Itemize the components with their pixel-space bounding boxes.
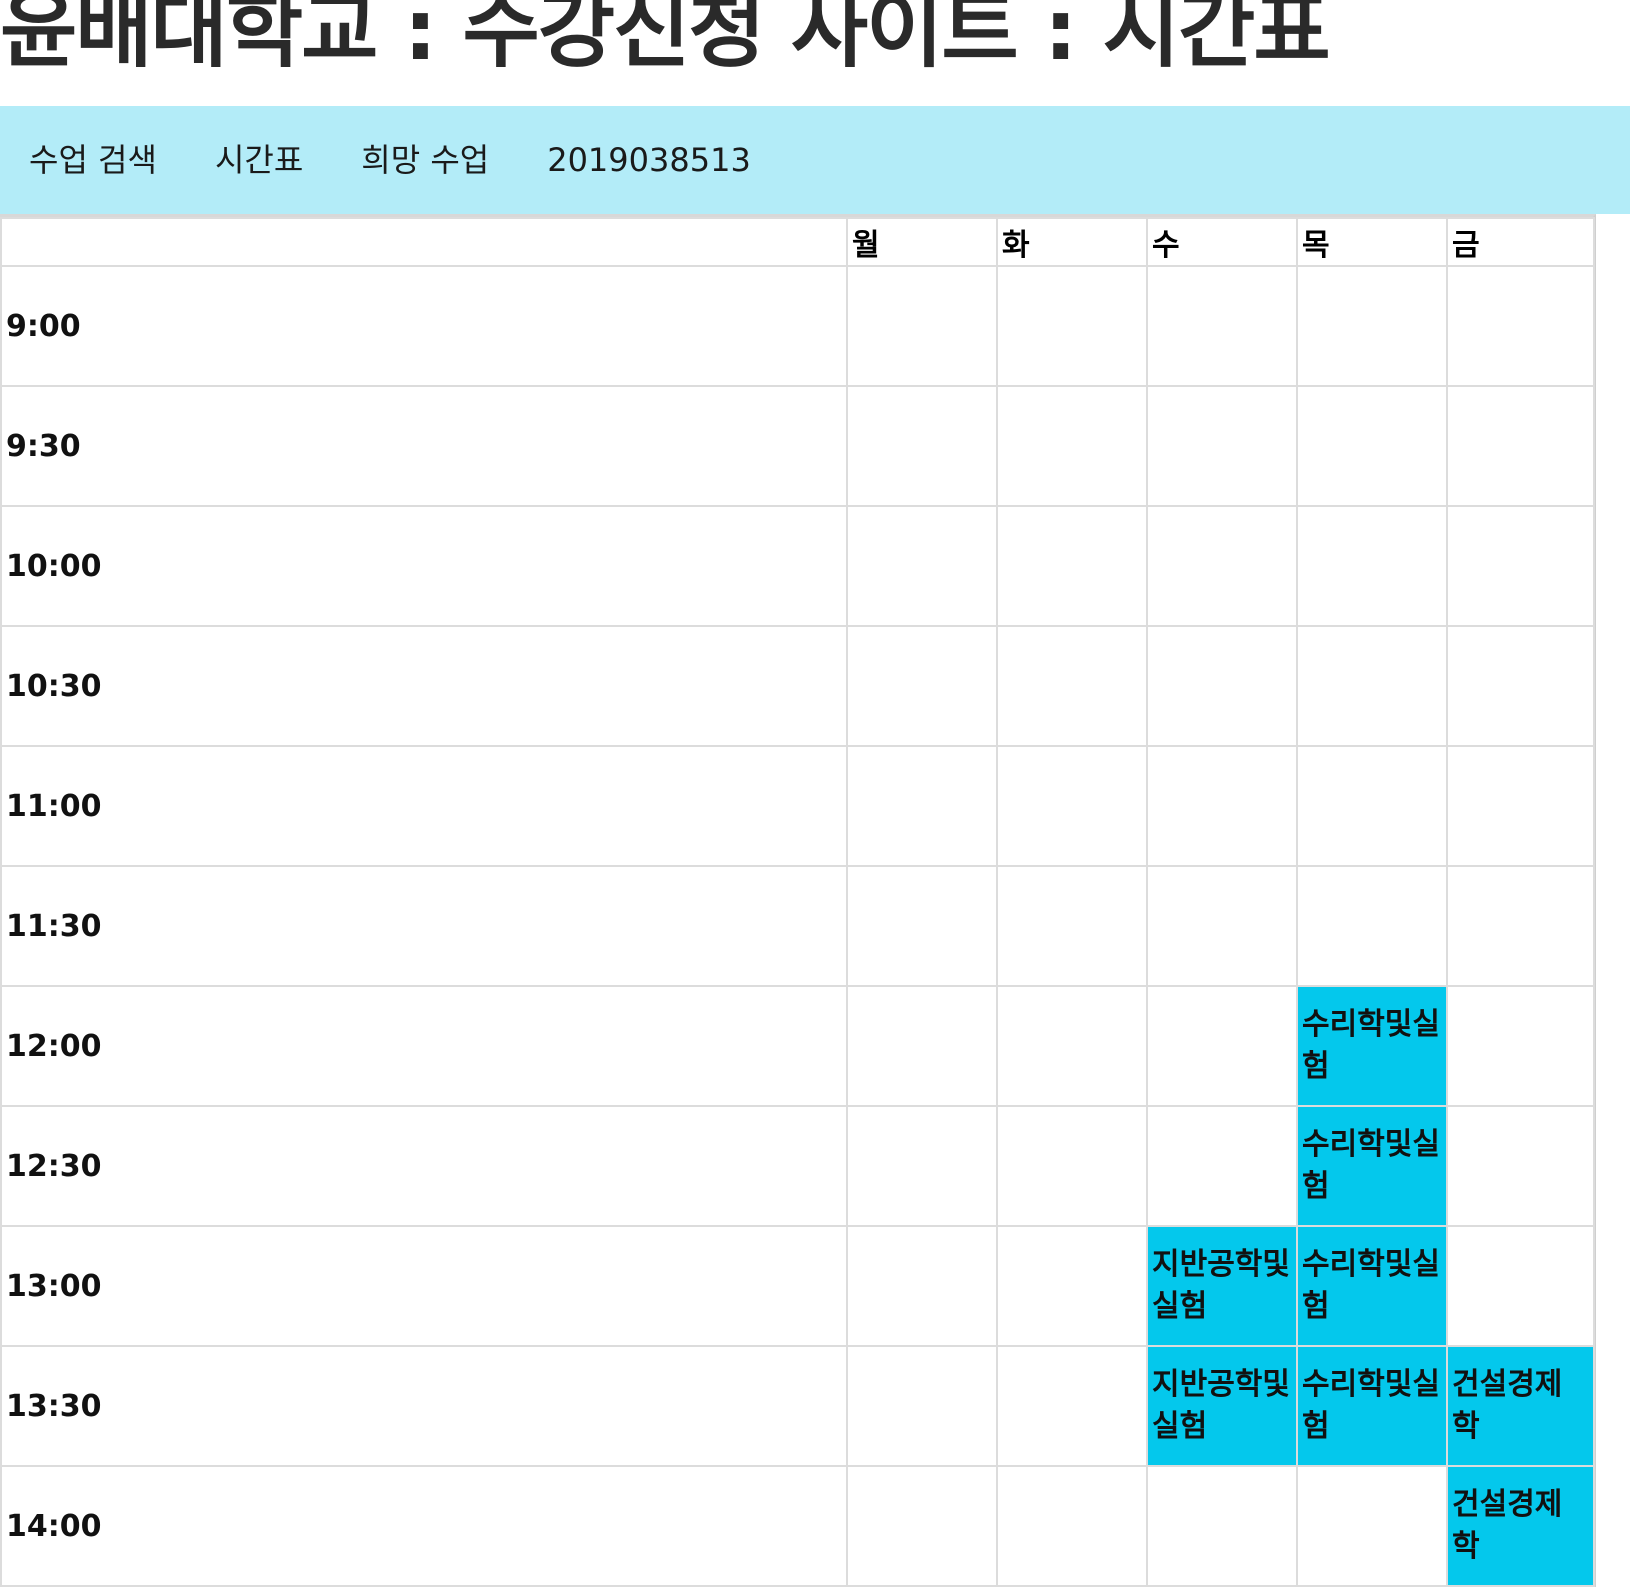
timetable-row: 11:30 [0,865,1595,987]
empty-slot-thu [1296,1465,1448,1587]
course-block-wed[interactable]: 지반공학및실험 [1146,1225,1298,1347]
empty-slot-fri [1446,745,1595,867]
empty-slot-wed [1146,265,1298,387]
course-block-thu[interactable]: 수리학및실험 [1296,1105,1448,1227]
empty-slot-tue [996,865,1148,987]
empty-slot-tue [996,1225,1148,1347]
day-header-wed: 수 [1146,217,1298,267]
timetable-row: 9:30 [0,385,1595,507]
empty-slot-mon [846,985,998,1107]
timetable: 월 화 수 목 금 9:00 9:30 10:00 10:30 11:00 11:30 12… [0,217,1595,1587]
empty-slot-mon [846,265,998,387]
empty-slot-tue [996,1105,1148,1227]
empty-slot-wed [1146,745,1298,867]
day-header-mon: 월 [846,217,998,267]
empty-slot-wed [1146,385,1298,507]
timetable-body: 9:00 9:30 10:00 10:30 11:00 11:30 12:00 수리학및실험 1… [0,265,1595,1587]
time-slot-label: 9:00 [0,265,848,387]
empty-slot-mon [846,1465,998,1587]
page-title: 윤배대학교 : 수강신청 사이트 : 시간표 [0,0,1331,79]
empty-slot-wed [1146,985,1298,1107]
timetable-container: 월 화 수 목 금 9:00 9:30 10:00 10:30 11:00 11:30 12… [0,214,1596,1587]
timetable-row: 14:00 건설경제학 [0,1465,1595,1587]
time-slot-label: 10:30 [0,625,848,747]
empty-slot-wed [1146,1465,1298,1587]
timetable-row: 11:00 [0,745,1595,867]
course-block-thu[interactable]: 수리학및실험 [1296,985,1448,1107]
empty-slot-tue [996,265,1148,387]
course-block-fri[interactable]: 건설경제학 [1446,1345,1595,1467]
empty-slot-mon [846,865,998,987]
empty-slot-mon [846,505,998,627]
time-slot-label: 11:00 [0,745,848,867]
empty-slot-fri [1446,1225,1595,1347]
nav-course-search[interactable]: 수업 검색 [29,141,157,179]
empty-slot-mon [846,625,998,747]
timetable-row: 10:30 [0,625,1595,747]
empty-slot-tue [996,1465,1148,1587]
empty-slot-wed [1146,1105,1298,1227]
time-slot-label: 14:00 [0,1465,848,1587]
empty-slot-mon [846,385,998,507]
empty-slot-thu [1296,625,1448,747]
empty-slot-fri [1446,265,1595,387]
empty-slot-tue [996,745,1148,867]
main-nav: 수업 검색 시간표 희망 수업 2019038513 [0,106,1630,214]
time-slot-label: 11:30 [0,865,848,987]
timetable-row: 12:30 수리학및실험 [0,1105,1595,1227]
empty-slot-tue [996,505,1148,627]
timetable-row: 12:00 수리학및실험 [0,985,1595,1107]
course-block-thu[interactable]: 수리학및실험 [1296,1225,1448,1347]
empty-slot-mon [846,1225,998,1347]
empty-slot-thu [1296,265,1448,387]
time-slot-label: 12:00 [0,985,848,1107]
time-slot-label: 9:30 [0,385,848,507]
empty-slot-wed [1146,505,1298,627]
empty-slot-fri [1446,625,1595,747]
time-column-header [0,217,848,267]
empty-slot-mon [846,1345,998,1467]
empty-slot-fri [1446,1105,1595,1227]
course-block-wed[interactable]: 지반공학및실험 [1146,1345,1298,1467]
empty-slot-tue [996,385,1148,507]
empty-slot-fri [1446,505,1595,627]
day-header-fri: 금 [1446,217,1595,267]
time-slot-label: 12:30 [0,1105,848,1227]
time-slot-label: 13:00 [0,1225,848,1347]
empty-slot-tue [996,1345,1148,1467]
timetable-row: 10:00 [0,505,1595,627]
course-block-thu[interactable]: 수리학및실험 [1296,1345,1448,1467]
timetable-row: 9:00 [0,265,1595,387]
empty-slot-mon [846,745,998,867]
timetable-row: 13:30 지반공학및실험 수리학및실험 건설경제학 [0,1345,1595,1467]
empty-slot-wed [1146,865,1298,987]
time-slot-label: 13:30 [0,1345,848,1467]
nav-student-id[interactable]: 2019038513 [547,141,751,179]
nav-timetable[interactable]: 시간표 [214,141,304,179]
empty-slot-fri [1446,865,1595,987]
empty-slot-thu [1296,505,1448,627]
course-block-fri[interactable]: 건설경제학 [1446,1465,1595,1587]
empty-slot-mon [846,1105,998,1227]
day-header-tue: 화 [996,217,1148,267]
empty-slot-thu [1296,745,1448,867]
empty-slot-tue [996,625,1148,747]
empty-slot-fri [1446,385,1595,507]
time-slot-label: 10:00 [0,505,848,627]
empty-slot-wed [1146,625,1298,747]
day-header-thu: 목 [1296,217,1448,267]
empty-slot-fri [1446,985,1595,1107]
timetable-header-row: 월 화 수 목 금 [0,217,1595,267]
timetable-row: 13:00 지반공학및실험 수리학및실험 [0,1225,1595,1347]
nav-wishlist[interactable]: 희망 수업 [361,141,490,179]
empty-slot-tue [996,985,1148,1107]
empty-slot-thu [1296,385,1448,507]
empty-slot-thu [1296,865,1448,987]
